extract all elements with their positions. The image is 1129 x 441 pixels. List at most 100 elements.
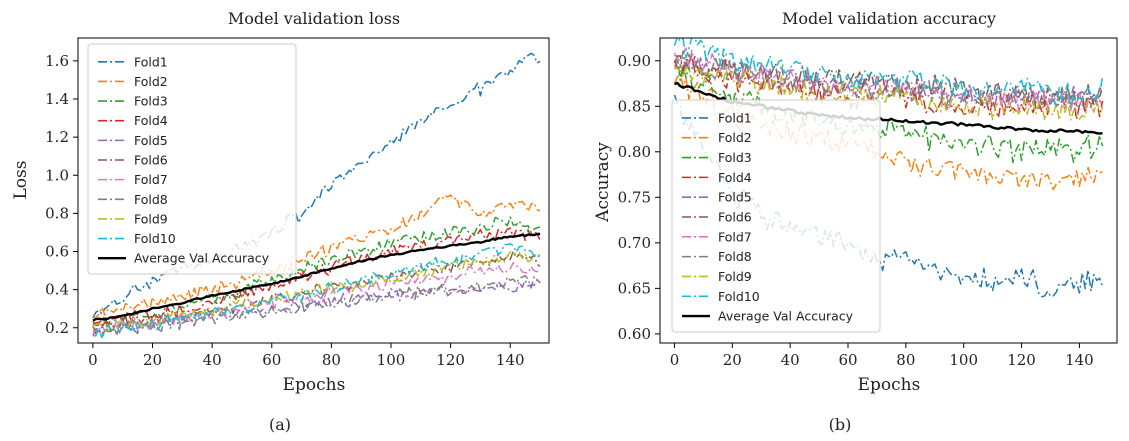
legend-item: Fold5	[682, 190, 752, 205]
legend-item: Fold10	[682, 289, 760, 304]
legend-label: Fold9	[134, 211, 168, 226]
accuracy-chart: Model validation accuracy Accuracy Epoch…	[593, 9, 1118, 434]
series-line-fold8	[92, 274, 541, 336]
legend-item: Fold8	[98, 192, 168, 207]
x-tick-label: 100	[949, 351, 978, 369]
legend-item: Fold6	[98, 153, 168, 168]
y-tick-label: 0.80	[618, 143, 651, 161]
x-tick-label: 80	[322, 351, 341, 369]
series-line-fold7	[673, 47, 1104, 112]
legend-item: Fold9	[682, 269, 752, 284]
y-axis-label: Accuracy	[593, 142, 613, 223]
x-tick-label: 60	[838, 351, 857, 369]
plot-frame	[77, 37, 550, 344]
series-line-fold10	[92, 243, 541, 339]
legend-item: Fold4	[682, 170, 752, 185]
legend-item: Fold7	[98, 172, 168, 187]
series-line-fold9	[673, 65, 1104, 122]
accuracy-chart-panel: Model validation accuracy Accuracy Epoch…	[568, 0, 1129, 441]
x-axis-label: Epochs	[858, 375, 921, 395]
legend-label: Fold3	[718, 150, 752, 165]
legend-frame	[671, 99, 881, 333]
legend-label: Fold1	[134, 54, 168, 69]
y-tick-label: 0.65	[618, 279, 651, 297]
legend-label: Fold10	[134, 231, 176, 246]
x-tick-label: 140	[496, 351, 525, 369]
x-tick-label: 120	[436, 351, 465, 369]
series-line-average-val-accuracy	[92, 232, 541, 322]
legend-label: Fold3	[134, 94, 168, 109]
legend-item: Fold7	[682, 229, 752, 244]
x-tick-label: 0	[88, 351, 98, 369]
legend-item: Fold10	[98, 231, 176, 246]
legend-item: Fold2	[98, 74, 168, 89]
x-tick-label: 40	[781, 351, 800, 369]
y-tick-label: 1.6	[45, 52, 69, 70]
legend-item: Average Val Accuracy	[682, 309, 854, 324]
figure-caption: (b)	[829, 415, 852, 434]
legend-item: Fold2	[682, 130, 752, 145]
x-tick-label: 0	[670, 351, 680, 369]
legend-item: Fold4	[98, 113, 168, 128]
legend-item: Average Val Accuracy	[98, 251, 270, 266]
legend-item: Fold9	[98, 211, 168, 226]
x-tick-label: 20	[723, 351, 742, 369]
y-tick-label: 0.90	[618, 52, 651, 70]
x-tick-label: 100	[377, 351, 406, 369]
legend-item: Fold1	[682, 110, 752, 125]
legend-label: Fold1	[718, 110, 752, 125]
legend-label: Fold8	[718, 249, 752, 264]
series-line-fold4	[92, 227, 541, 327]
x-tick-label: 140	[1065, 351, 1094, 369]
y-tick-label: 0.60	[618, 325, 651, 343]
legend-label: Fold10	[718, 289, 760, 304]
series-line-fold3	[673, 55, 1104, 164]
x-tick-label: 40	[203, 351, 222, 369]
y-axis-label: Loss	[11, 161, 31, 200]
y-tick-label: 0.85	[618, 97, 651, 115]
x-tick-label: 80	[896, 351, 915, 369]
plot-frame	[659, 37, 1118, 344]
legend-label: Fold2	[134, 74, 168, 89]
y-tick-label: 1.4	[45, 90, 69, 108]
chart-title: Model validation accuracy	[782, 9, 996, 28]
y-tick-label: 0.75	[618, 188, 651, 206]
y-tick-label: 0.8	[45, 204, 69, 222]
y-tick-label: 1.2	[45, 128, 69, 146]
legend-item: Fold3	[682, 150, 752, 165]
loss-chart-panel: Model validation loss Loss Epochs (a) 0 2…	[0, 0, 561, 441]
legend-label: Fold8	[134, 192, 168, 207]
series-line-fold10	[673, 38, 1104, 109]
y-tick-label: 0.2	[45, 319, 69, 337]
legend-label: Fold4	[134, 113, 168, 128]
legend-item: Fold8	[682, 249, 752, 264]
legend-label: Average Val Accuracy	[134, 251, 270, 266]
series-line-fold9	[92, 251, 541, 332]
legend-item: Fold5	[98, 133, 168, 148]
series-line-fold2	[92, 194, 541, 319]
y-tick-label: 0.4	[45, 281, 69, 299]
legend-label: Fold5	[718, 190, 752, 205]
chart-title: Model validation loss	[228, 9, 400, 28]
legend-label: Fold4	[718, 170, 752, 185]
legend-frame	[87, 43, 297, 275]
series-line-fold1	[92, 52, 541, 319]
y-tick-label: 0.70	[618, 234, 651, 252]
legend-label: Fold2	[718, 130, 752, 145]
y-tick-label: 0.6	[45, 243, 69, 261]
legend: Fold1 Fold2 Fold3 Fold4 Fold5 Fold6 Fold7 Fold8…	[671, 99, 881, 333]
loss-chart: Model validation loss Loss Epochs (a) 0 2…	[11, 9, 550, 434]
legend-label: Fold7	[134, 172, 168, 187]
legend-label: Fold9	[718, 269, 752, 284]
legend-label: Fold7	[718, 229, 752, 244]
y-tick-label: 1.0	[45, 166, 69, 184]
legend-item: Fold6	[682, 210, 752, 225]
series-line-fold5	[92, 278, 541, 338]
x-tick-label: 20	[143, 351, 162, 369]
legend-label: Fold6	[718, 210, 752, 225]
series-line-fold8	[674, 50, 1103, 107]
legend-label: Fold5	[134, 133, 168, 148]
x-axis-label: Epochs	[283, 375, 346, 395]
legend-item: Fold1	[98, 54, 168, 69]
figure-caption: (a)	[269, 415, 291, 434]
